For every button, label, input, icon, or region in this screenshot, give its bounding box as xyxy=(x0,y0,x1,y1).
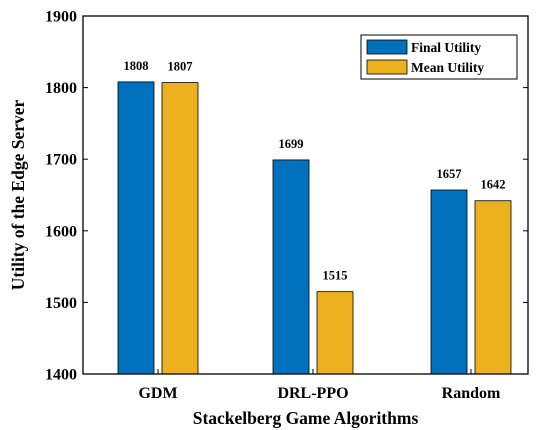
data-label-random-final-utility: 1657 xyxy=(437,167,462,181)
x-axis-title: Stackelberg Game Algorithms xyxy=(193,408,419,428)
bar-gdm-final-utility xyxy=(117,81,155,375)
bar-drl-ppo-final-utility xyxy=(272,159,310,375)
x-tick-label-drl-ppo: DRL-PPO xyxy=(277,385,348,402)
legend-swatch-mean-utility xyxy=(366,59,408,75)
y-tick-label: 1900 xyxy=(45,9,77,26)
legend-label-final-utility: Final Utility xyxy=(411,40,481,55)
legend: Final Utility Mean Utility xyxy=(360,34,518,80)
x-tick-label-gdm: GDM xyxy=(138,385,177,402)
y-axis-title: Utility of the Edge Server xyxy=(8,100,28,291)
x-tick-label-random: Random xyxy=(442,385,501,402)
plot-area-frame xyxy=(82,15,529,375)
bar-random-final-utility xyxy=(430,189,468,375)
y-tick-label: 1400 xyxy=(45,367,77,384)
y-tick-label: 1500 xyxy=(45,295,77,312)
bar-gdm-mean-utility xyxy=(161,82,199,375)
x-axis: GDM DRL-PPO Random xyxy=(138,369,501,402)
bar-drl-ppo-mean-utility xyxy=(316,291,354,375)
legend-swatch-final-utility xyxy=(366,39,408,55)
bars-layer xyxy=(117,81,512,375)
data-label-gdm-mean-utility: 1807 xyxy=(168,60,193,74)
y-tick-label: 1700 xyxy=(45,152,77,169)
data-label-drl-ppo-mean-utility: 1515 xyxy=(323,269,348,283)
data-label-gdm-final-utility: 1808 xyxy=(124,59,149,73)
bar-random-mean-utility xyxy=(474,200,512,375)
data-labels-layer: 1808 1807 1699 1515 1657 1642 xyxy=(124,59,506,283)
y-tick-label: 1600 xyxy=(45,223,77,240)
legend-label-mean-utility: Mean Utility xyxy=(411,60,484,75)
y-axis: 1400 1500 1600 1700 1800 1900 xyxy=(45,9,528,384)
y-tick-label: 1800 xyxy=(45,80,77,97)
data-label-random-mean-utility: 1642 xyxy=(481,178,506,192)
data-label-drl-ppo-final-utility: 1699 xyxy=(279,137,304,151)
